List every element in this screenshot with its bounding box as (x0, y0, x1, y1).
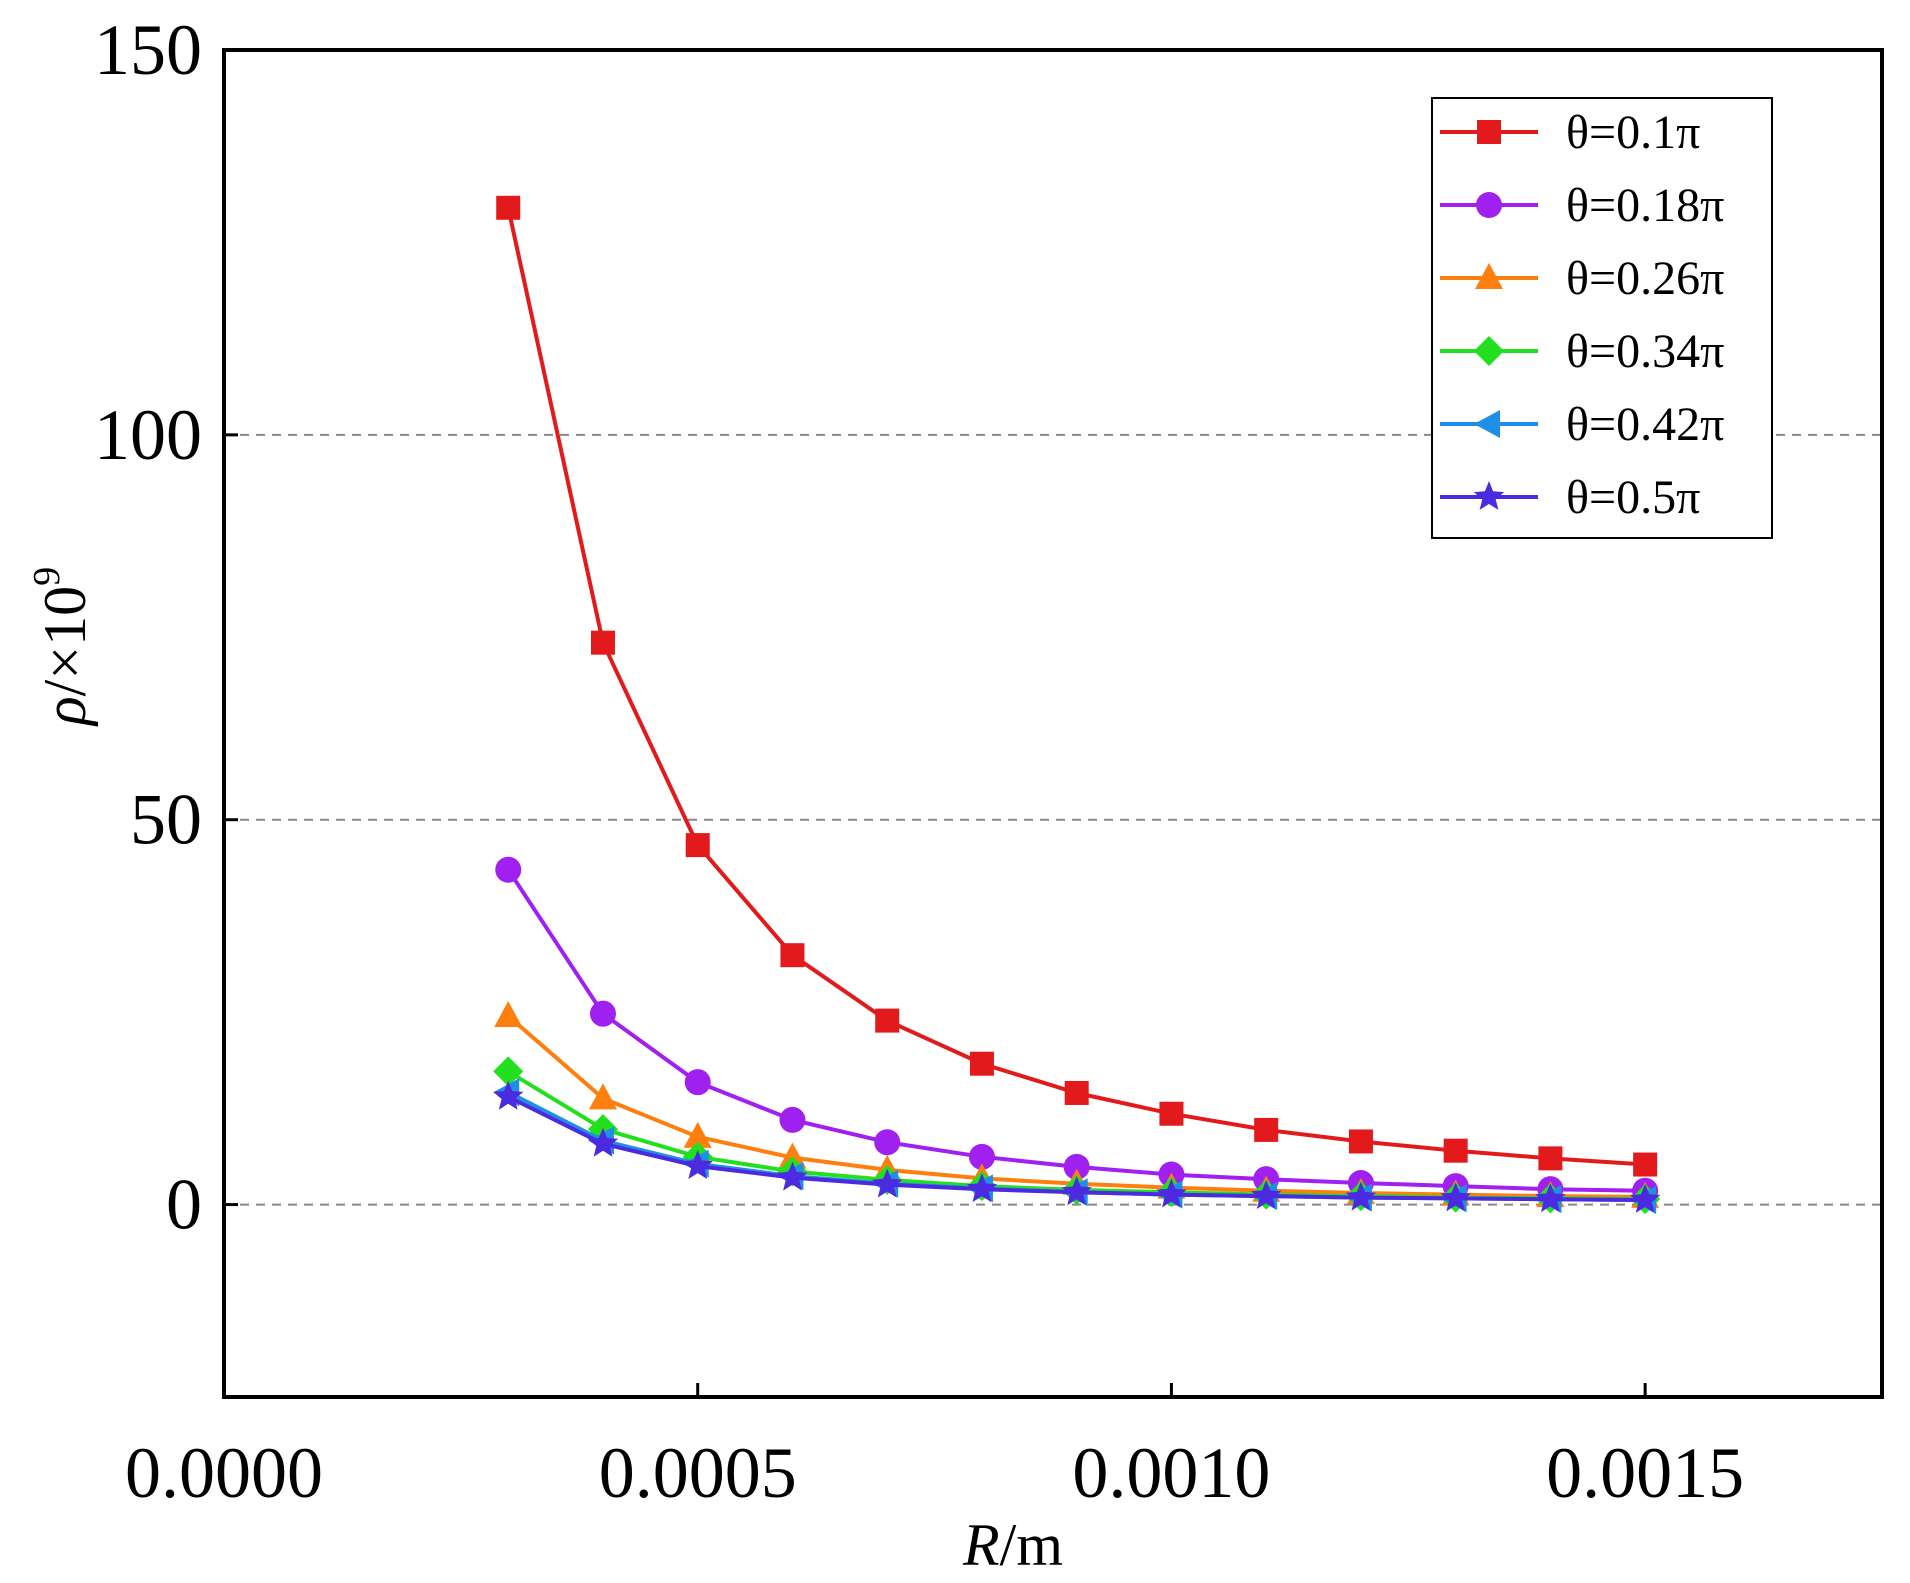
series-line-theta-0-18pi (506, 868, 1646, 1193)
data-point-theta-0-18pi (874, 1129, 901, 1156)
legend-marker-swatch (1475, 263, 1503, 289)
legend: θ=0.1π θ=0.18π θ=0.26π θ=0.34π θ=0.42π θ=0.5π (1431, 97, 1773, 539)
x-tick-label: 0.0005 (599, 1433, 797, 1513)
series-theta-0-1pi (496, 195, 1658, 1177)
data-point-theta-0-26pi (494, 1000, 523, 1027)
data-point-theta-0-26pi (588, 1083, 617, 1110)
data-point-theta-0-1pi (969, 1051, 994, 1076)
y-axis-unit: /×10 (32, 586, 98, 697)
data-point-theta-0-1pi (1538, 1146, 1563, 1171)
legend-item-theta-0-5pi: θ=0.5π (1440, 471, 1700, 524)
data-point-theta-0-1pi (875, 1008, 900, 1033)
legend-label: θ=0.18π (1566, 179, 1724, 232)
x-tick-label: 0.0015 (1546, 1433, 1744, 1513)
y-axis-title: ρ/×109 (26, 567, 98, 727)
legend-item-theta-0-42pi: θ=0.42π (1440, 398, 1724, 451)
data-point-theta-0-18pi (1063, 1153, 1090, 1180)
data-point-theta-0-26pi (778, 1142, 807, 1169)
data-point-theta-0-1pi (590, 630, 615, 655)
series-layer (493, 195, 1661, 1215)
data-point-theta-0-1pi (1633, 1152, 1658, 1177)
data-point-theta-0-5pi (1156, 1178, 1187, 1208)
x-tick-label: 0.0010 (1072, 1433, 1270, 1513)
legend-item-theta-0-18pi: θ=0.18π (1440, 179, 1724, 232)
legend-box (1431, 97, 1773, 539)
data-point-theta-0-1pi (685, 833, 710, 858)
legend-label: θ=0.34π (1566, 325, 1724, 378)
data-point-theta-0-5pi (493, 1080, 524, 1110)
legend-label: θ=0.26π (1566, 252, 1724, 305)
data-point-theta-0-5pi (1629, 1184, 1661, 1213)
data-point-theta-0-5pi (1345, 1181, 1377, 1211)
legend-marker-swatch (1476, 192, 1502, 218)
data-point-theta-0-1pi (1443, 1138, 1468, 1163)
legend-marker-swatch (1474, 410, 1500, 438)
y-axis-variable: ρ (32, 696, 98, 727)
legend-item-theta-0-26pi: θ=0.26π (1440, 252, 1724, 305)
data-point-theta-0-5pi (777, 1161, 808, 1191)
legend-marker-swatch (1473, 481, 1505, 510)
y-tick-label: 100 (94, 395, 202, 475)
data-point-theta-0-1pi (1348, 1129, 1373, 1154)
legend-item-theta-0-34pi: θ=0.34π (1440, 325, 1724, 378)
data-point-theta-0-1pi (1064, 1080, 1089, 1105)
grid-lines (224, 433, 1882, 1206)
legend-label: θ=0.42π (1566, 398, 1724, 451)
x-axis-variable: R (962, 1512, 1000, 1578)
series-theta-0-5pi (493, 1080, 1661, 1213)
data-point-theta-0-5pi (1535, 1183, 1566, 1213)
plot-frame (222, 48, 1884, 1399)
data-point-theta-0-5pi (682, 1150, 713, 1179)
axis-ticks: 0.0000 0.0005 0.0010 0.0015 0 50 100 150 (94, 10, 1744, 1513)
legend-label: θ=0.1π (1566, 106, 1700, 159)
data-point-theta-0-5pi (587, 1127, 619, 1157)
data-point-theta-0-18pi (684, 1069, 711, 1096)
y-tick-label: 50 (130, 780, 202, 860)
x-axis-title: R/m (962, 1512, 1063, 1578)
legend-label: θ=0.5π (1566, 471, 1700, 524)
legend-item-theta-0-1pi: θ=0.1π (1440, 106, 1700, 159)
legend-marker-swatch (1474, 336, 1504, 366)
data-point-theta-0-5pi (966, 1173, 998, 1203)
y-axis-exponent: 9 (26, 567, 68, 586)
data-point-theta-0-1pi (496, 195, 521, 220)
data-point-theta-0-5pi (1061, 1176, 1092, 1206)
data-point-theta-0-5pi (1440, 1182, 1471, 1212)
data-point-theta-0-1pi (1254, 1117, 1279, 1142)
data-point-theta-0-5pi (1251, 1180, 1282, 1209)
y-tick-label: 0 (166, 1165, 202, 1245)
data-point-theta-0-1pi (780, 943, 805, 968)
legend-marker-swatch (1477, 120, 1501, 144)
x-axis-unit: /m (1000, 1512, 1063, 1578)
data-point-theta-0-18pi (968, 1143, 995, 1170)
y-tick-label: 150 (94, 10, 202, 90)
data-point-theta-0-1pi (1159, 1101, 1184, 1126)
data-point-theta-0-18pi (495, 856, 522, 883)
data-point-theta-0-26pi (683, 1121, 712, 1148)
data-point-theta-0-5pi (872, 1168, 903, 1198)
data-point-theta-0-34pi (493, 1056, 524, 1087)
data-point-theta-0-18pi (779, 1106, 806, 1133)
data-point-theta-0-18pi (589, 1000, 616, 1027)
x-tick-label: 0.0000 (125, 1433, 323, 1513)
